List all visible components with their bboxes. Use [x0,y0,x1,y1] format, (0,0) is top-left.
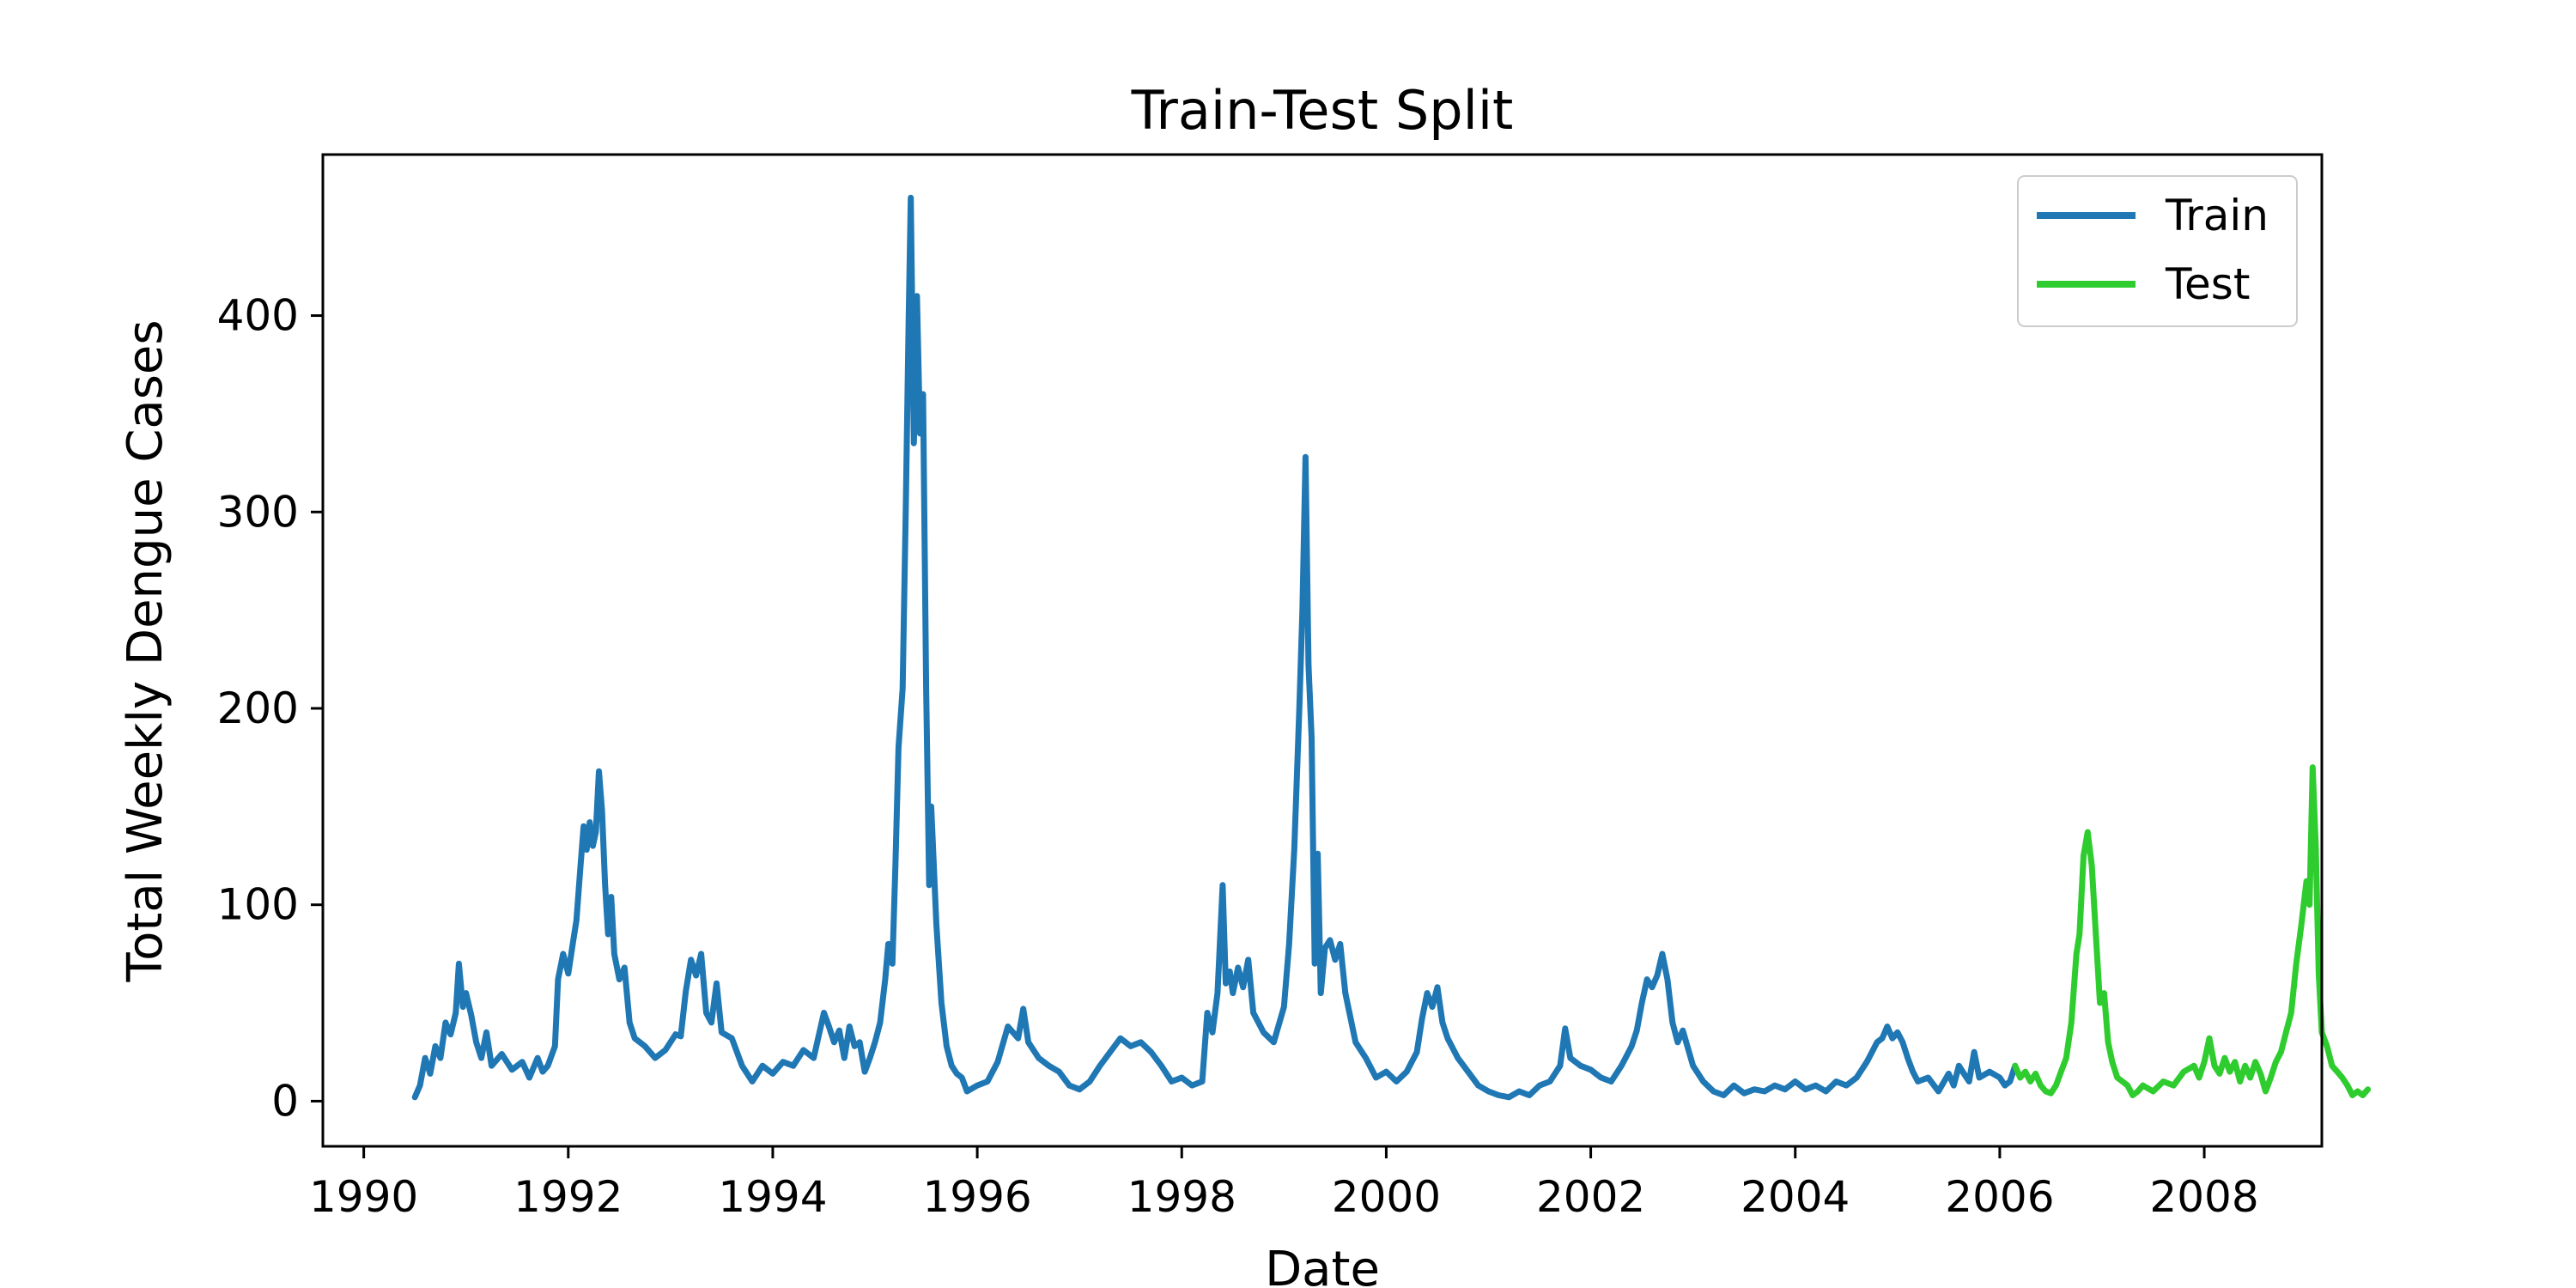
legend-label-test: Test [2165,259,2250,309]
x-tick-label: 2004 [1741,1172,1850,1222]
legend-label-train: Train [2165,191,2269,240]
plot-frame [321,153,2324,1148]
y-tick-label: 300 [217,487,299,537]
legend: Train Test [2017,175,2298,327]
x-axis-label: Date [1265,1242,1380,1288]
x-tick-label: 1990 [309,1172,418,1222]
x-tick-label: 2000 [1332,1172,1441,1222]
x-tick-label: 1996 [922,1172,1031,1222]
x-tick-label: 1994 [718,1172,827,1222]
series-line-test [2012,764,2372,1098]
x-tick-label: 2008 [2149,1172,2258,1222]
series-line-train [411,194,2019,1101]
series-layer [411,194,2372,1101]
y-tick-label: 0 [271,1076,299,1126]
x-tick-label: 1998 [1127,1172,1236,1222]
y-tick-label: 200 [217,683,299,733]
chart-title: Train-Test Split [1131,79,1514,142]
x-tick-label: 2002 [1536,1172,1645,1222]
x-tick-label: 2006 [1945,1172,2054,1222]
y-tick-label: 400 [217,291,299,341]
y-tick-label: 100 [217,880,299,930]
x-tick-label: 1992 [513,1172,623,1222]
y-axis: 0 100 200 300 400 [217,291,323,1126]
y-axis-label: Total Weekly Dengue Cases [118,319,173,982]
x-axis: 1990 1992 1994 1996 1998 2000 2002 2004 2006 2008 [309,1146,2259,1222]
